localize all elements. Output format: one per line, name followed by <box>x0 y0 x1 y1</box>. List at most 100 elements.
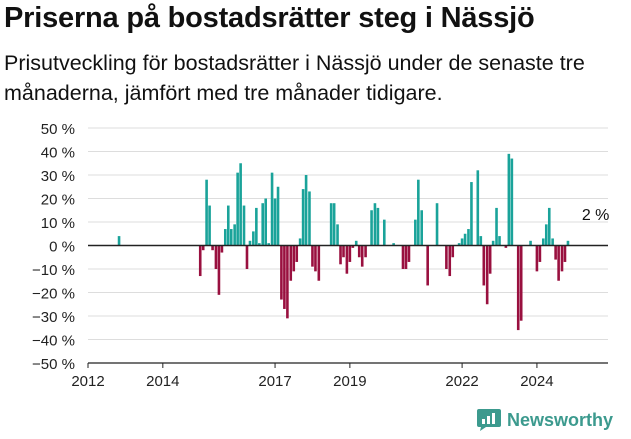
bar <box>382 219 386 246</box>
bar <box>295 245 299 262</box>
bar <box>519 245 523 321</box>
bar <box>491 240 495 246</box>
bar <box>544 224 548 246</box>
bar <box>339 245 342 265</box>
x-tick-label: 2012 <box>71 373 104 390</box>
bar <box>329 203 333 246</box>
bar <box>538 245 542 262</box>
bar <box>485 245 489 305</box>
bar <box>566 240 570 246</box>
bar <box>345 245 349 274</box>
bar <box>280 245 283 300</box>
bar <box>435 203 439 246</box>
bar <box>286 245 289 319</box>
bar <box>457 243 461 246</box>
bar <box>292 245 296 272</box>
bars <box>117 153 570 331</box>
bar <box>351 245 355 248</box>
bar <box>214 245 218 269</box>
bar <box>535 245 539 272</box>
bar <box>360 245 364 267</box>
bar <box>289 245 293 281</box>
x-tick-label: 2014 <box>146 373 179 390</box>
bar <box>529 240 532 246</box>
bar <box>248 240 252 246</box>
bar <box>507 153 511 246</box>
bar <box>267 243 270 246</box>
bar <box>504 245 508 248</box>
bar <box>223 229 227 246</box>
bar <box>301 189 305 246</box>
bar <box>276 186 280 246</box>
bar <box>217 245 221 295</box>
bar <box>420 210 423 246</box>
bar <box>510 158 514 246</box>
bar <box>470 182 473 246</box>
y-tick-label: −30 % <box>32 309 75 326</box>
y-tick-label: 0 % <box>49 239 75 256</box>
bar <box>261 203 265 246</box>
bar <box>516 245 520 331</box>
bar <box>463 233 467 246</box>
bar <box>342 245 345 258</box>
bar <box>407 245 411 262</box>
y-tick-label: −10 % <box>32 262 75 279</box>
chart-title: Priserna på bostadsrätter steg i Nässjö <box>4 2 535 34</box>
bar <box>117 236 121 246</box>
bar <box>348 245 352 262</box>
y-tick-label: 10 % <box>41 215 75 232</box>
x-axis: 2012 2014 2017 2019 2022 2024 <box>71 244 608 390</box>
bar <box>298 238 302 246</box>
bar <box>554 245 557 260</box>
bar <box>283 245 286 309</box>
y-tick-label: −50 % <box>32 356 75 373</box>
bar <box>563 245 567 262</box>
bar <box>467 229 470 246</box>
bar <box>479 236 483 246</box>
bar <box>495 207 498 246</box>
bar <box>273 198 277 246</box>
bar <box>445 245 448 269</box>
bar <box>357 245 361 258</box>
x-tick-label: 2019 <box>333 373 366 390</box>
bar <box>332 203 336 246</box>
bar <box>354 240 358 246</box>
bar <box>264 198 267 246</box>
bar <box>392 243 395 246</box>
bar <box>236 172 239 246</box>
bar <box>220 245 224 253</box>
bar <box>336 224 339 246</box>
bar <box>551 238 554 246</box>
y-tick-label: −40 % <box>32 333 75 350</box>
y-axis-ticks: 50 % 40 % 30 % 20 % 10 % 0 % −10 % −20 % −30 % −4… <box>32 121 75 373</box>
bar <box>304 175 308 246</box>
bar <box>239 163 242 246</box>
bar <box>541 238 545 246</box>
last-value-label: 2 % <box>582 207 610 224</box>
y-tick-label: 30 % <box>41 168 75 185</box>
y-tick-label: 20 % <box>41 192 75 209</box>
bar <box>482 245 486 286</box>
annotations: 2 % <box>582 207 610 224</box>
bar <box>370 210 373 246</box>
bar <box>255 207 258 246</box>
bar <box>373 203 377 246</box>
bar <box>364 245 367 258</box>
bar <box>258 243 261 246</box>
x-tick-label: 2017 <box>258 373 291 390</box>
bar <box>414 219 417 246</box>
bar <box>252 231 255 246</box>
bar <box>488 245 492 274</box>
bar <box>226 205 230 246</box>
bar <box>547 207 551 246</box>
bar <box>201 245 205 251</box>
bar <box>205 179 208 246</box>
bar <box>308 191 311 246</box>
y-tick-label: 40 % <box>41 145 75 162</box>
brand-name: Newsworthy <box>507 409 614 430</box>
bar <box>233 224 236 246</box>
bar <box>245 245 249 269</box>
bar <box>311 245 314 267</box>
x-tick-label: 2024 <box>520 373 553 390</box>
